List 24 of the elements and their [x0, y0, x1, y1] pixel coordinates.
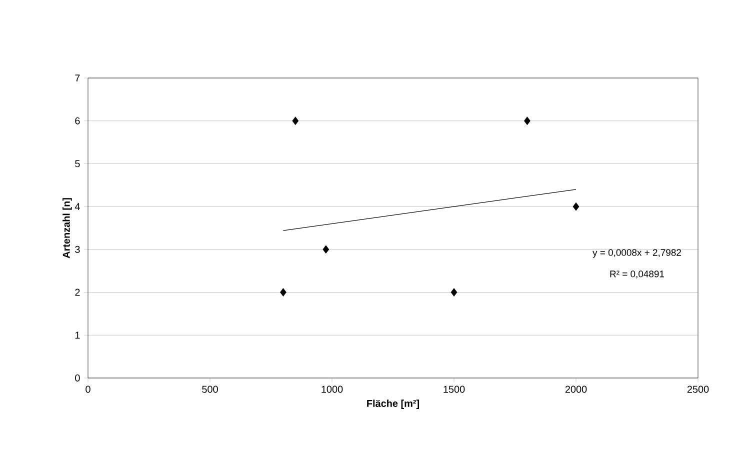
point [280, 288, 286, 296]
point [322, 245, 330, 254]
y-tick-label: 4 [74, 203, 80, 210]
y-tick-label: 5 [75, 160, 80, 168]
point [524, 116, 530, 126]
x-tick-label: 500 [202, 386, 218, 393]
y-tick-label: 0 [75, 374, 80, 382]
point [450, 288, 458, 296]
x-tick-label: 1500 [444, 386, 465, 393]
x-tick-label: 2500 [687, 386, 709, 393]
y-axis-title: Artenzahl [n] [62, 198, 72, 258]
x-axis-title: Fläche [m²] [367, 400, 420, 409]
annotation: R² = 0,04891 [610, 270, 664, 278]
y-tick-label: 1 [75, 332, 80, 339]
x-tick-label: 2000 [565, 386, 587, 393]
y-tick-label: 3 [75, 246, 80, 253]
point [292, 116, 299, 126]
x-tick-label: 1000 [322, 386, 343, 393]
point [572, 202, 580, 211]
y-tick-label: 2 [75, 288, 80, 296]
y-tick-label: 6 [75, 117, 80, 124]
x-tick-label: 0 [86, 386, 90, 393]
annotation: y = 0,0008x + 2,7982 [592, 249, 681, 258]
y-tick-label: 7 [75, 74, 80, 82]
